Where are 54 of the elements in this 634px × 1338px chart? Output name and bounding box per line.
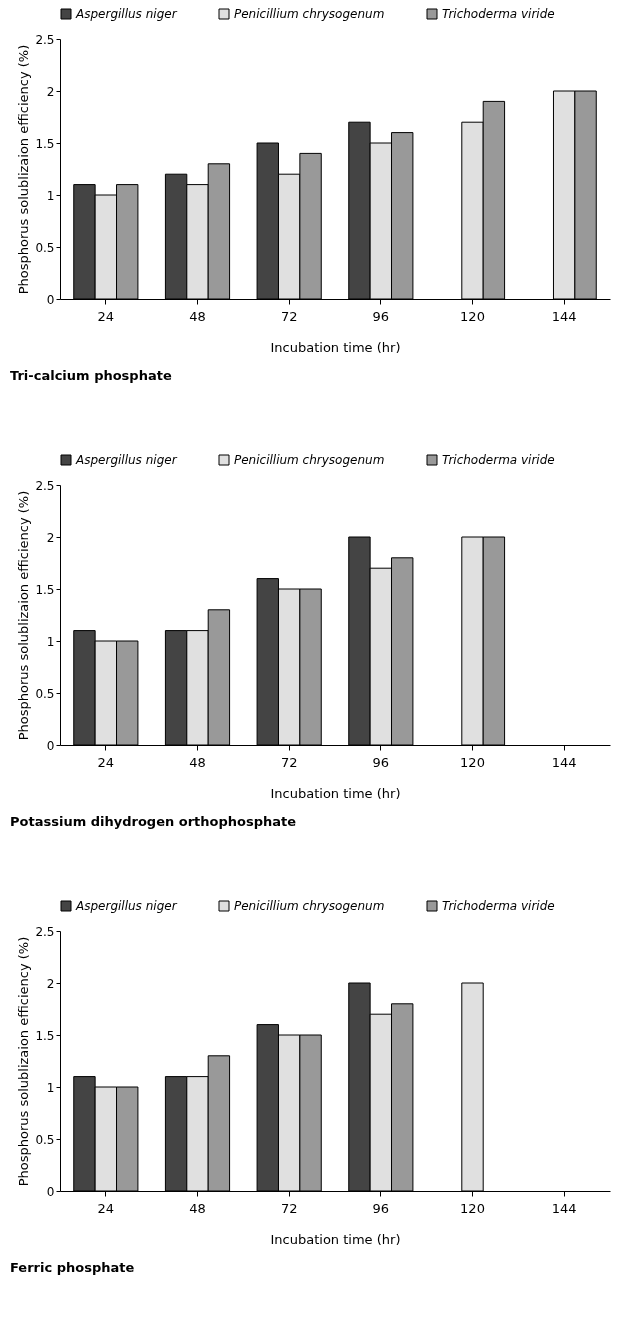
legend-label: Penicillium chrysogenum <box>234 7 385 21</box>
y-tick-label: 1 <box>46 634 55 649</box>
y-tick-label: 0.5 <box>35 686 55 701</box>
x-tick-label: 96 <box>372 308 390 324</box>
x-tick-label: 96 <box>372 754 390 770</box>
legend-label: Trichoderma viride <box>442 899 555 913</box>
x-tick-label: 120 <box>460 754 485 770</box>
y-tick-label: 0.5 <box>35 240 55 255</box>
x-tick-label: 96 <box>372 1200 390 1216</box>
legend-label: Aspergillus niger <box>75 453 178 467</box>
y-tick-label: 0.5 <box>35 1132 55 1147</box>
x-axis-title: Incubation time (hr) <box>270 339 401 355</box>
legend-label: Penicillium chrysogenum <box>234 453 385 467</box>
legend-label: Aspergillus niger <box>75 7 178 21</box>
x-tick-label: 120 <box>460 1200 485 1216</box>
legend-label: Penicillium chrysogenum <box>234 899 385 913</box>
legend-label: Aspergillus niger <box>75 899 178 913</box>
x-tick-label: 72 <box>280 1200 298 1216</box>
x-tick-label: 24 <box>97 1200 115 1216</box>
y-tick-label: 2 <box>46 530 55 545</box>
text: Potassium dihydrogen orthophosphate <box>10 814 297 829</box>
y-tick-label: 1.5 <box>35 1028 55 1043</box>
y-axis-title: Phosphorus solublizaion efficiency (%) <box>16 936 32 1187</box>
x-axis-title: Incubation time (hr) <box>270 1231 401 1247</box>
y-tick-label: 2 <box>46 84 55 99</box>
legend-label: Trichoderma viride <box>442 453 555 467</box>
x-tick-label: 144 <box>551 308 577 324</box>
y-tick-label: 1.5 <box>35 136 55 151</box>
y-tick-label: 0 <box>46 292 55 307</box>
y-tick-label: 2.5 <box>35 924 55 939</box>
x-tick-label: 24 <box>97 308 115 324</box>
y-axis-title: Phosphorus solublizaion efficiency (%) <box>16 490 32 741</box>
x-tick-label: 72 <box>280 754 298 770</box>
text: Ferric phosphate <box>10 1260 135 1275</box>
y-axis-title: Phosphorus solublizaion efficiency (%) <box>16 44 32 295</box>
y-tick-label: 0 <box>46 738 55 753</box>
y-tick-label: 2.5 <box>35 32 55 47</box>
x-tick-label: 24 <box>97 754 115 770</box>
x-tick-label: 48 <box>189 1200 206 1216</box>
x-axis-title: Incubation time (hr) <box>270 785 401 801</box>
legend-label: Trichoderma viride <box>442 7 555 21</box>
y-tick-label: 2 <box>46 976 55 991</box>
x-tick-label: 48 <box>189 308 206 324</box>
y-tick-label: 1 <box>46 1080 55 1095</box>
x-tick-label: 72 <box>280 308 298 324</box>
y-tick-label: 1.5 <box>35 582 55 597</box>
x-tick-label: 48 <box>189 754 206 770</box>
x-tick-label: 144 <box>551 754 577 770</box>
y-tick-label: 1 <box>46 188 55 203</box>
x-tick-label: 120 <box>460 308 485 324</box>
y-tick-label: 0 <box>46 1184 55 1199</box>
text: Tri-calcium phosphate <box>10 368 172 383</box>
y-tick-label: 2.5 <box>35 478 55 493</box>
x-tick-label: 144 <box>551 1200 577 1216</box>
